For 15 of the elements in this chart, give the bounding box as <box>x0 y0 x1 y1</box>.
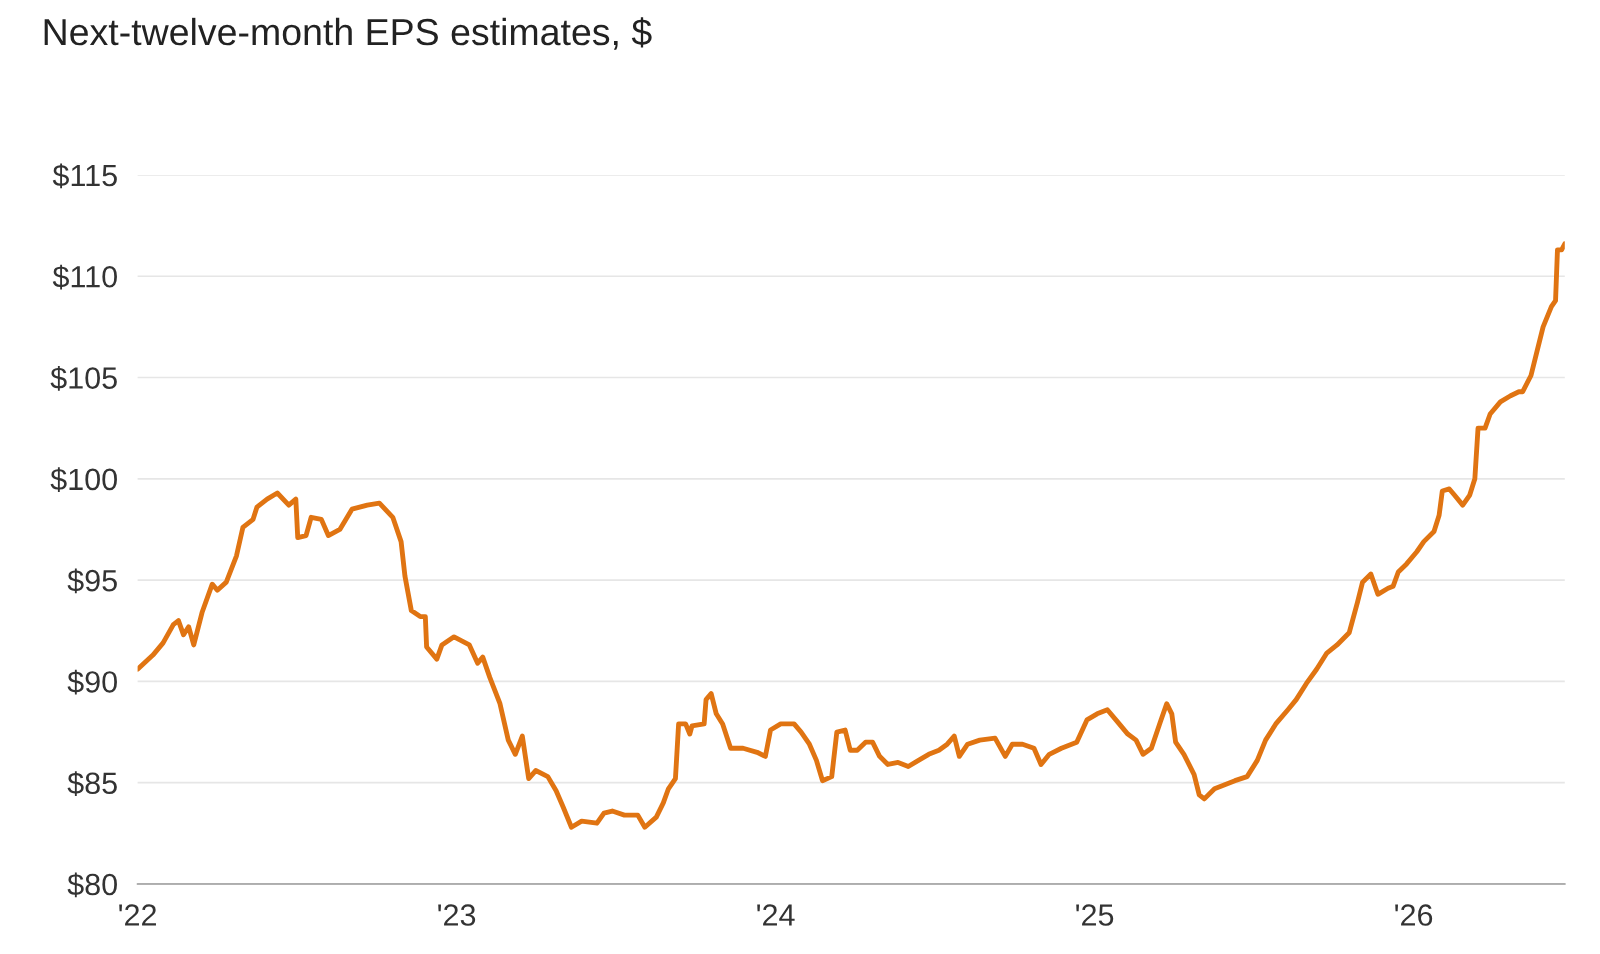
y-tick-label: $115 <box>52 163 117 189</box>
chart-title: Next-twelve-month EPS estimates, $ <box>44 17 652 50</box>
x-tick-label: '23 <box>438 904 476 926</box>
line-series <box>137 241 1565 830</box>
x-tick-label: '24 <box>757 904 795 926</box>
y-tick-label: $95 <box>67 568 117 594</box>
x-tick-label: '25 <box>1076 904 1114 926</box>
y-tick-label: $80 <box>67 872 117 898</box>
y-tick-label: $110 <box>52 264 117 290</box>
x-tick-label: '22 <box>119 904 156 926</box>
y-tick-label: $85 <box>67 771 117 796</box>
y-tick-label: $100 <box>50 467 117 493</box>
y-tick-label: $105 <box>50 365 117 391</box>
y-tick-label: $90 <box>67 669 117 695</box>
x-tick-label: '26 <box>1395 904 1433 926</box>
